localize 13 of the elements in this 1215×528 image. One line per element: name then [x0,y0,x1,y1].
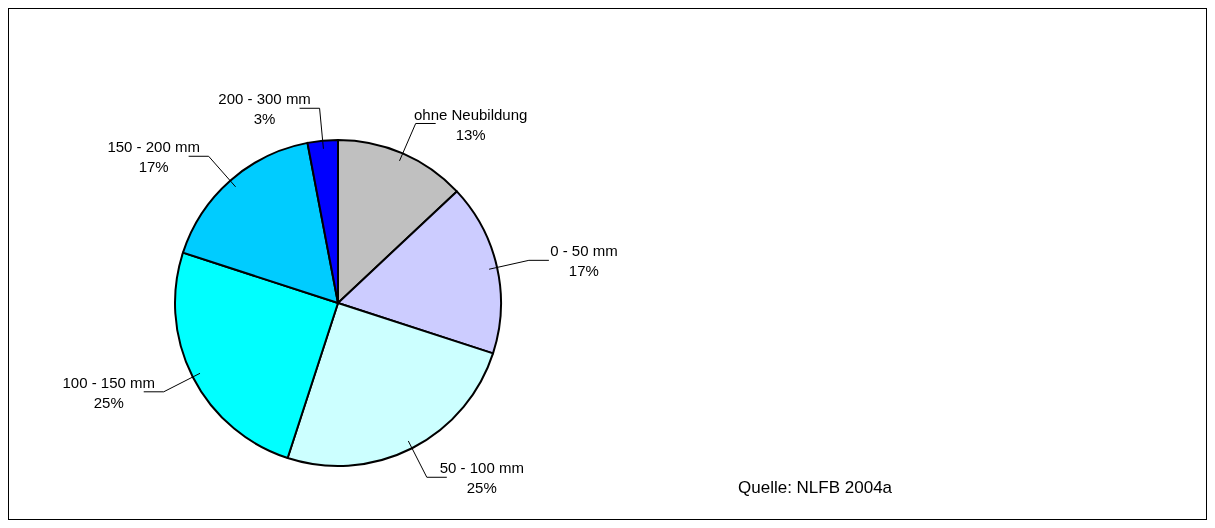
slice-label: 100 - 150 mm [62,373,155,391]
data-label: 3% [253,110,276,128]
slice-label: ohne Neubildung [413,105,528,123]
slice-label: 200 - 300 mm [218,90,311,108]
source-note: Quelle: NLFB 2004a [738,478,893,497]
data-label: 13% [455,125,486,143]
data-label: 17% [138,158,169,176]
data-label: 17% [568,262,599,280]
slice-label: 0 - 50 mm [550,242,618,260]
data-label: 25% [93,393,124,411]
data-label: 25% [466,479,497,497]
slice-label: 150 - 200 mm [107,138,200,156]
slice-label: 50 - 100 mm [439,459,524,477]
